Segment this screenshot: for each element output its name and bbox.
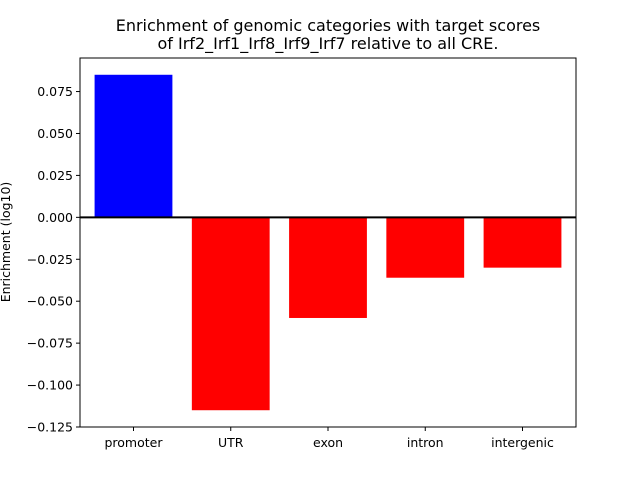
bar-exon <box>289 217 367 318</box>
y-tick-label: 0.075 <box>37 84 73 99</box>
bar-promoter <box>94 74 173 218</box>
y-tick-label: −0.025 <box>27 252 73 267</box>
chart-title-line-2: of Irf2_Irf1_Irf8_Irf9_Irf7 relative to … <box>158 34 499 54</box>
chart-title-line-1: Enrichment of genomic categories with ta… <box>116 16 541 35</box>
y-tick-label: −0.050 <box>27 294 73 309</box>
x-tick-label-UTR: UTR <box>218 435 244 450</box>
bar-intron <box>386 217 465 278</box>
y-tick-label: −0.100 <box>27 378 73 393</box>
bar-UTR <box>191 217 270 411</box>
x-tick-label-promoter: promoter <box>104 435 163 450</box>
y-axis-label: Enrichment (log10) <box>0 182 13 303</box>
y-tick-label: 0.025 <box>37 168 73 183</box>
x-tick-label-exon: exon <box>313 435 343 450</box>
x-tick-label-intergenic: intergenic <box>491 435 554 450</box>
y-tick-label: 0.050 <box>37 126 73 141</box>
bar-intergenic <box>483 217 562 268</box>
y-tick-label: 0.000 <box>37 210 73 225</box>
y-tick-label: −0.075 <box>27 336 73 351</box>
plot-area: 0.075 0.050 0.025 0.000 −0.025 −0.050 −0.075 −0… <box>27 57 577 450</box>
y-tick-label: −0.125 <box>27 420 73 435</box>
x-tick-label-intron: intron <box>407 435 444 450</box>
